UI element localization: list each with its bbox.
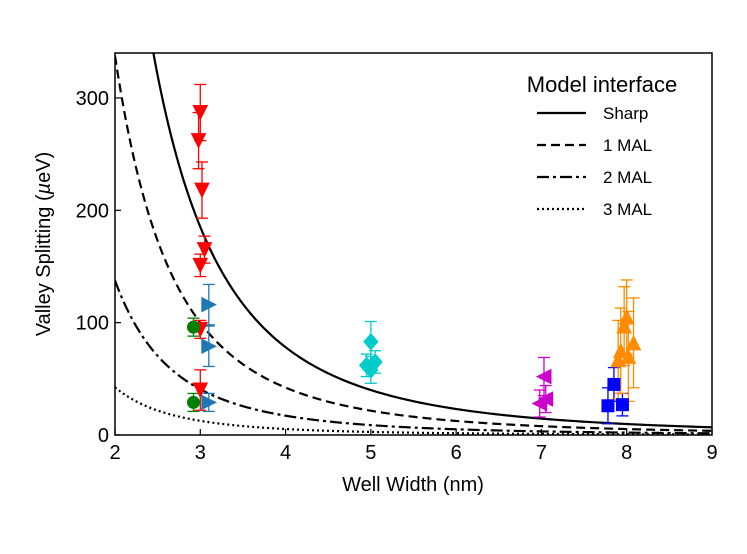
x-axis-label: Well Width (nm) [342, 474, 484, 496]
y-tick-label: 100 [76, 313, 109, 335]
model-curve-3-mal [115, 386, 712, 435]
y-axis-label-prefix: Valley Splitting ( [33, 194, 55, 336]
y-axis-ticks: 0 100 200 300 [76, 88, 121, 447]
data-point-darkblue [607, 377, 621, 391]
data-point-cyan [363, 361, 379, 379]
data-point-blue [201, 338, 217, 355]
data-point-red [196, 242, 213, 258]
legend-label: 2 MAL [603, 168, 652, 187]
legend-label: Sharp [603, 104, 648, 123]
data-point-green [186, 320, 200, 334]
legend-label: 3 MAL [603, 200, 652, 219]
data-point-magenta [535, 368, 552, 385]
legend-title: Model interface [527, 72, 677, 97]
model-curve-1-mal [115, 55, 712, 432]
x-tick-label: 4 [280, 442, 291, 464]
y-tick-label: 200 [76, 200, 109, 222]
data-point-blue [201, 394, 217, 411]
data-point-darkblue [615, 398, 629, 412]
x-tick-label: 3 [195, 442, 206, 464]
legend-label: 1 MAL [603, 136, 652, 155]
data-markers [186, 105, 642, 413]
model-curve-2-mal [115, 280, 712, 435]
data-point-cyan [363, 332, 379, 351]
x-tick-label: 7 [536, 442, 547, 464]
data-point-red [192, 382, 209, 399]
y-axis-label-unit: µ [33, 183, 55, 196]
x-tick-label: 2 [109, 442, 120, 464]
data-point-red [190, 133, 207, 149]
plot-frame [114, 52, 713, 436]
data-point-blue [201, 296, 217, 313]
data-point-orange [620, 348, 637, 364]
legend: Model interface Sharp 1 MAL 2 MAL 3 MAL [527, 72, 677, 219]
x-tick-label: 9 [706, 442, 717, 464]
data-point-red [194, 182, 210, 199]
data-point-orange [616, 317, 632, 334]
data-point-green [186, 395, 200, 409]
data-point-red [192, 105, 209, 121]
y-tick-label: 300 [76, 88, 109, 110]
data-point-darkblue [601, 399, 615, 413]
data-point-orange [618, 308, 635, 325]
y-axis-label-suffix: eV) [33, 152, 55, 183]
x-tick-label: 6 [451, 442, 462, 464]
x-axis-ticks: 2 3 4 5 6 7 8 9 [109, 429, 718, 464]
data-point-orange [625, 334, 642, 351]
data-point-red [192, 257, 209, 274]
legend-entries: Sharp 1 MAL 2 MAL 3 MAL [537, 104, 652, 219]
y-tick-label: 0 [98, 425, 109, 447]
y-axis-label: Valley Splitting (µeV) [33, 152, 55, 337]
x-tick-label: 5 [365, 442, 376, 464]
x-tick-label: 8 [621, 442, 632, 464]
data-point-magenta [531, 395, 548, 412]
